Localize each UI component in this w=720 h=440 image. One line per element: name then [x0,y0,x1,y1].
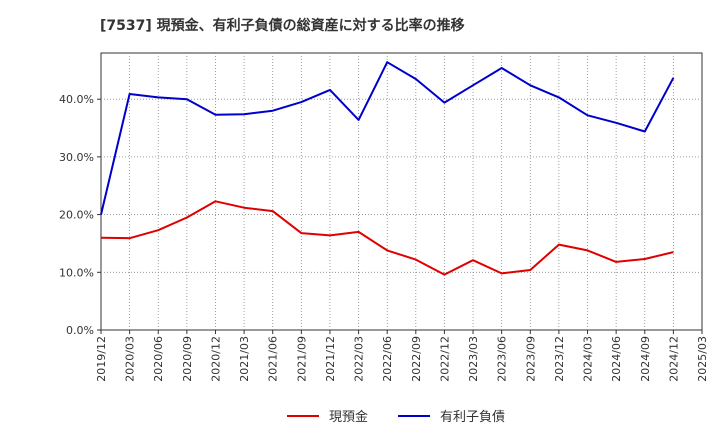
x-tick-label: 2020/06 [152,336,165,382]
y-tick-label: 40.0% [59,93,94,106]
x-tick-label: 2024/12 [667,336,680,382]
series-line-1 [100,200,674,276]
x-tick-label: 2023/12 [553,336,566,382]
legend: 現預金 有利子負債 [287,409,505,425]
series-lines [100,61,675,276]
x-tick-label: 2020/09 [181,336,194,382]
x-tick-label: 2024/03 [582,336,595,382]
legend-label-1: 現預金 [329,409,368,425]
x-tick-label: 2021/12 [324,336,337,382]
x-axis: 2019/12 2020/03 2020/06 2020/09 2020/12 2021/… [95,330,709,382]
grid [101,53,702,330]
plot-area [100,52,703,331]
series-line-2 [100,61,675,215]
x-tick-label: 2023/09 [524,336,537,382]
legend-label-2: 有利子負債 [440,410,505,425]
x-tick-label: 2019/12 [95,336,108,382]
x-tick-label: 2022/12 [438,336,451,382]
y-tick-label: 10.0% [59,266,94,279]
x-tick-label: 2025/03 [696,336,709,382]
y-tick-label: 20.0% [59,209,94,222]
x-tick-label: 2022/03 [353,336,366,382]
x-tick-label: 2022/09 [410,336,423,382]
x-tick-label: 2021/06 [267,336,280,382]
x-tick-label: 2023/03 [467,336,480,382]
x-tick-label: 2024/09 [639,336,652,382]
chart-title: [7537] 現預金、有利子負債の総資産に対する比率の推移 [100,17,465,34]
x-tick-label: 2020/12 [209,336,222,382]
x-tick-label: 2021/09 [295,336,308,382]
x-tick-label: 2020/03 [124,336,137,382]
x-tick-label: 2023/06 [496,336,509,382]
x-tick-label: 2024/06 [610,336,623,382]
y-axis: 0.0% 10.0% 20.0% 30.0% 40.0% [59,93,101,337]
x-tick-label: 2021/03 [238,336,251,382]
x-tick-label: 2022/06 [381,336,394,382]
y-tick-label: 30.0% [59,151,94,164]
y-tick-label: 0.0% [66,324,94,337]
